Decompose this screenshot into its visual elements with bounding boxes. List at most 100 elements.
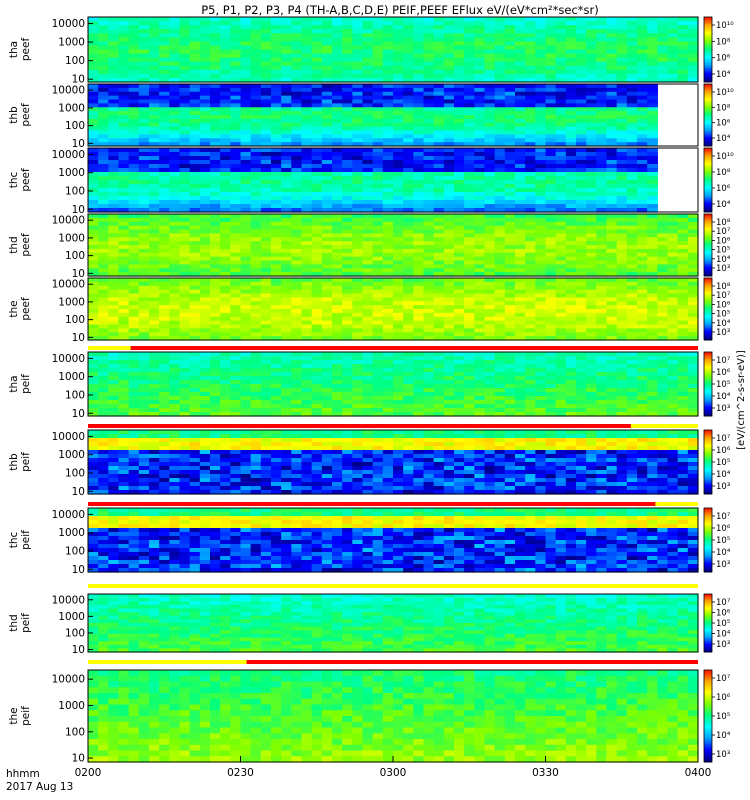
heatmap-cell xyxy=(301,312,313,318)
heatmap-cell xyxy=(535,217,547,223)
heatmap-cell xyxy=(210,45,221,51)
heatmap-cell xyxy=(210,130,221,135)
heatmap-cell xyxy=(230,69,242,75)
heatmap-cell xyxy=(230,84,242,89)
heatmap-cell xyxy=(596,281,608,287)
heatmap-cell xyxy=(271,41,282,47)
heatmap-cell xyxy=(494,336,506,341)
heatmap-cell xyxy=(342,25,353,30)
colorbar-swatch xyxy=(704,167,712,170)
heatmap-cell xyxy=(515,84,526,89)
heatmap-cell xyxy=(393,111,404,116)
heatmap-cell xyxy=(484,312,496,318)
heatmap-cell xyxy=(189,297,201,302)
heatmap-cell xyxy=(210,142,221,147)
heatmap-cell xyxy=(291,45,303,51)
heatmap-cell xyxy=(555,204,567,209)
heatmap-cell xyxy=(586,196,597,201)
heatmap-cell xyxy=(596,320,608,326)
heatmap-cell xyxy=(118,229,130,234)
heatmap-cell xyxy=(647,208,658,213)
heatmap-cell xyxy=(454,260,465,265)
heatmap-cell xyxy=(382,252,394,258)
heatmap-cell xyxy=(535,301,547,306)
y-tick-label: 10000 xyxy=(52,85,85,97)
heatmap-cell xyxy=(352,142,364,147)
heatmap-cell xyxy=(210,176,221,181)
heatmap-cell xyxy=(189,281,201,287)
heatmap-cell xyxy=(199,237,211,242)
heatmap-cell xyxy=(311,305,323,310)
heatmap-cell xyxy=(403,99,414,104)
heatmap-cell xyxy=(108,138,120,143)
heatmap-cell xyxy=(382,91,394,97)
heatmap-cell xyxy=(321,73,333,79)
heatmap-cell xyxy=(576,268,587,273)
heatmap-cell xyxy=(576,53,587,59)
heatmap-cell xyxy=(464,21,475,26)
heatmap-cell xyxy=(260,208,272,213)
heatmap-cell xyxy=(118,281,130,287)
heatmap-cell xyxy=(504,297,516,302)
heatmap-cell xyxy=(291,301,303,306)
heatmap-cell xyxy=(220,297,231,302)
heatmap-cell xyxy=(98,301,109,306)
heatmap-cell xyxy=(372,37,384,42)
heatmap-cell xyxy=(98,188,109,193)
heatmap-cell xyxy=(484,148,496,153)
heatmap-cell xyxy=(606,285,618,291)
heatmap-cell xyxy=(586,87,597,93)
heatmap-cell xyxy=(393,49,404,55)
heatmap-cell xyxy=(149,41,160,47)
heatmap-cell xyxy=(321,37,333,42)
colorbar-swatch xyxy=(704,156,712,159)
heatmap-cell xyxy=(586,293,597,298)
heatmap-cell xyxy=(515,180,526,185)
heatmap-cell xyxy=(332,25,343,30)
heatmap-cell xyxy=(352,285,364,291)
heatmap-cell xyxy=(606,107,618,112)
heatmap-cell xyxy=(321,33,333,38)
heatmap-cell xyxy=(128,272,140,277)
heatmap-cell xyxy=(108,180,120,185)
heatmap-cell xyxy=(464,233,475,238)
heatmap-cell xyxy=(433,204,445,209)
heatmap-cell xyxy=(291,233,303,238)
heatmap-cell xyxy=(616,172,628,177)
heatmap-cell xyxy=(220,188,231,193)
heatmap-cell xyxy=(586,237,597,242)
heatmap-cell xyxy=(321,84,333,89)
heatmap-cell xyxy=(474,309,486,314)
colorbar-swatch xyxy=(704,148,712,151)
heatmap-cell xyxy=(372,289,384,295)
heatmap-cell xyxy=(504,301,516,306)
heatmap-cell xyxy=(98,126,109,132)
heatmap-cell xyxy=(189,214,201,219)
heatmap-cell xyxy=(576,332,587,337)
heatmap-cell xyxy=(647,229,658,234)
heatmap-cell xyxy=(301,301,313,306)
heatmap-cell xyxy=(494,148,506,153)
heatmap-cell xyxy=(443,164,455,169)
heatmap-cell xyxy=(687,229,699,234)
heatmap-cell xyxy=(484,281,496,287)
heatmap-cell xyxy=(413,293,425,298)
heatmap-cell xyxy=(98,29,109,34)
heatmap-cell xyxy=(545,138,557,143)
heatmap-cell xyxy=(311,168,323,173)
heatmap-cell xyxy=(606,225,618,231)
heatmap-cell xyxy=(464,130,475,135)
heatmap-cell xyxy=(362,188,374,193)
heatmap-cell xyxy=(545,21,557,26)
heatmap-cell xyxy=(403,184,414,189)
heatmap-cell xyxy=(98,316,109,322)
heatmap-cell xyxy=(647,168,658,173)
heatmap-cell xyxy=(626,200,638,205)
heatmap-cell xyxy=(596,241,608,246)
heatmap-cell xyxy=(301,61,313,67)
heatmap-cell xyxy=(220,95,231,101)
heatmap-cell xyxy=(240,233,252,238)
heatmap-cell xyxy=(342,69,353,75)
heatmap-cell xyxy=(576,184,587,189)
heatmap-cell xyxy=(240,309,252,314)
